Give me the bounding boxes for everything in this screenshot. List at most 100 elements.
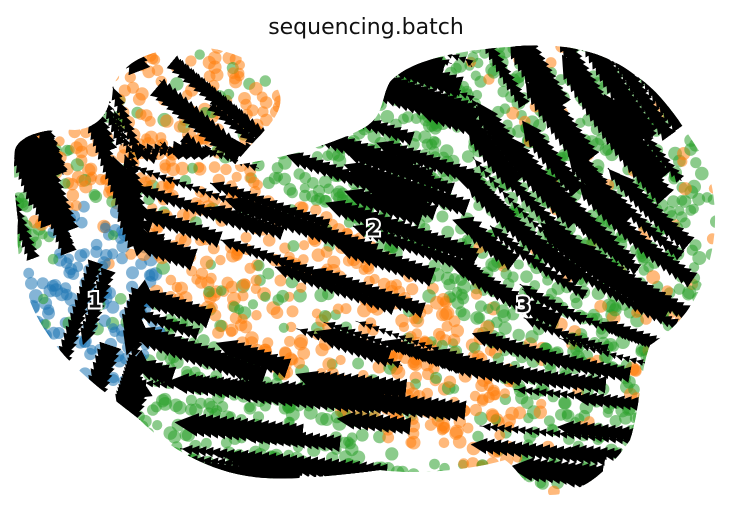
cell-point	[374, 98, 387, 111]
cell-point	[355, 428, 369, 442]
cell-point	[284, 335, 296, 347]
cell-point	[235, 336, 250, 350]
cell-point	[526, 354, 540, 368]
cell-point	[323, 49, 338, 64]
cell-point	[324, 487, 337, 495]
cell-point	[278, 136, 289, 147]
streamline	[14, 299, 31, 400]
cell-point	[217, 490, 232, 495]
cell-point	[294, 334, 309, 349]
cell-point	[551, 347, 562, 358]
cell-point	[395, 314, 409, 328]
cell-point	[486, 469, 499, 483]
cell-point	[494, 466, 506, 479]
cell-point	[14, 418, 20, 432]
cell-point	[86, 468, 100, 482]
cell-point	[257, 106, 269, 118]
cell-point	[712, 350, 716, 363]
cell-point	[138, 349, 150, 360]
cell-point	[249, 489, 263, 495]
cell-point	[704, 145, 716, 158]
cell-point	[116, 239, 130, 253]
cell-point	[277, 367, 291, 381]
cell-point	[118, 58, 129, 69]
cell-point	[171, 458, 185, 473]
cell-point	[698, 88, 711, 100]
cell-point	[523, 136, 536, 148]
cell-point	[499, 103, 511, 114]
cell-point	[14, 321, 27, 335]
cell-point	[161, 474, 175, 489]
cell-point	[59, 45, 74, 57]
cell-point	[713, 391, 716, 405]
cell-point	[171, 418, 185, 432]
cell-point	[258, 45, 270, 56]
cell-point	[240, 98, 252, 111]
cell-point	[17, 434, 31, 447]
cell-point	[665, 417, 680, 431]
cell-point	[692, 479, 704, 492]
streamline	[79, 45, 151, 76]
cell-point	[37, 229, 48, 240]
cell-point	[631, 443, 646, 458]
cell-point	[260, 291, 271, 302]
cell-point	[157, 92, 171, 106]
cell-point	[629, 363, 642, 376]
cell-point	[683, 482, 695, 494]
cell-point	[640, 313, 652, 325]
cell-point	[270, 105, 283, 118]
cell-point	[59, 94, 74, 108]
cell-point	[105, 432, 118, 445]
cell-point	[106, 300, 120, 314]
cell-point	[327, 255, 341, 269]
cell-point	[21, 201, 33, 213]
cell-point	[31, 467, 43, 479]
cell-point	[43, 304, 55, 316]
cell-point	[215, 254, 226, 266]
cell-point	[429, 151, 441, 162]
cell-point	[43, 154, 54, 165]
cell-point	[118, 438, 131, 450]
cell-point	[637, 418, 651, 431]
cell-point	[380, 110, 395, 124]
cell-point	[17, 425, 32, 440]
cluster-label: 1	[87, 288, 102, 312]
cell-point	[225, 411, 236, 422]
cell-point	[292, 141, 303, 152]
cell-point	[199, 255, 214, 269]
cell-point	[453, 59, 468, 73]
cell-point	[680, 115, 692, 127]
cell-point	[400, 74, 412, 87]
cell-point	[688, 311, 701, 324]
streamline	[488, 45, 572, 113]
cell-point	[402, 45, 415, 52]
cell-point	[524, 221, 536, 234]
cell-point	[175, 233, 187, 245]
cell-point	[254, 478, 269, 493]
streamline	[336, 411, 412, 436]
cell-point	[369, 99, 380, 110]
cell-point	[692, 291, 705, 304]
cell-point	[697, 427, 709, 439]
cell-point	[558, 396, 572, 410]
cell-point	[184, 403, 197, 416]
cell-point	[676, 195, 688, 206]
cell-point	[623, 82, 634, 93]
cell-point	[239, 371, 254, 386]
cell-point	[559, 366, 571, 378]
cell-point	[297, 201, 309, 213]
cell-point	[118, 430, 131, 443]
cell-point	[392, 51, 406, 66]
cell-point	[73, 45, 86, 59]
cell-point	[228, 472, 240, 484]
cell-point	[85, 96, 100, 110]
cell-point	[101, 427, 112, 438]
cell-point	[14, 111, 27, 124]
cell-point	[452, 122, 463, 133]
cell-point	[296, 52, 309, 65]
cell-point	[235, 60, 245, 70]
cell-point	[351, 476, 365, 490]
cell-point	[501, 483, 516, 495]
cell-point	[249, 152, 261, 164]
cell-point	[17, 67, 30, 80]
